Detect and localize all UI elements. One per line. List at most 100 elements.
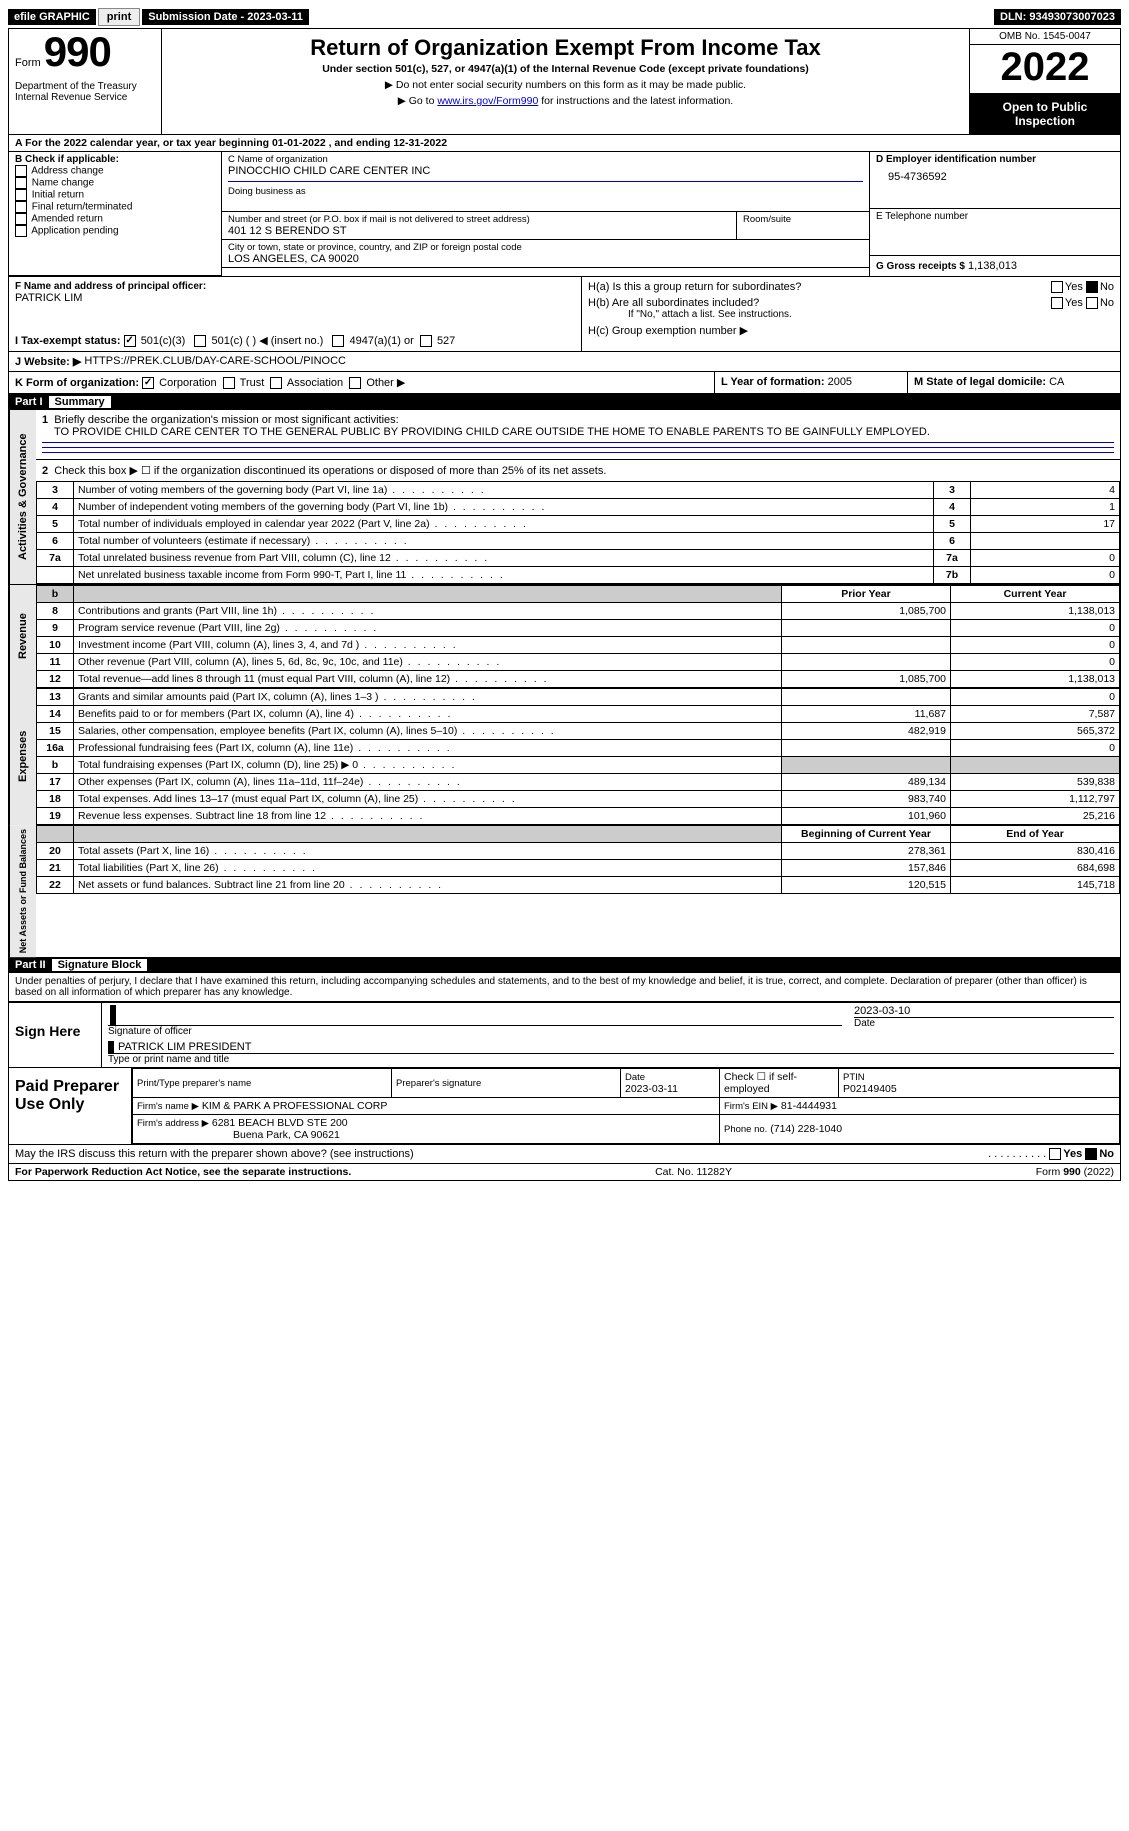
lineno: 15: [37, 723, 74, 740]
line-desc: Number of voting members of the governin…: [74, 482, 934, 499]
line-box: 6: [934, 533, 971, 550]
lineno: 7a: [37, 550, 74, 567]
q1-label: Briefly describe the organization's miss…: [54, 414, 398, 426]
dept-irs: Internal Revenue Service: [15, 92, 155, 103]
curr-val: 0: [951, 620, 1120, 637]
pp-name-label: Print/Type preparer's name: [137, 1078, 387, 1089]
officer-label: F Name and address of principal officer:: [15, 281, 575, 292]
ha-no[interactable]: [1086, 281, 1098, 293]
irs-link[interactable]: www.irs.gov/Form990: [437, 95, 538, 107]
prior-val: 482,919: [782, 723, 951, 740]
hb-yes[interactable]: [1051, 297, 1063, 309]
note-goto-post: for instructions and the latest informat…: [538, 95, 733, 107]
ein-label: D Employer identification number: [876, 154, 1114, 165]
hc-label: H(c) Group exemption number ▶: [588, 324, 1114, 337]
block-c: C Name of organization PINOCCHIO CHILD C…: [222, 152, 869, 276]
vtab-activities: Activities & Governance: [9, 410, 36, 584]
declaration: Under penalties of perjury, I declare th…: [9, 973, 1120, 1001]
col-current: End of Year: [951, 826, 1120, 843]
top-bar: efile GRAPHIC print Submission Date - 20…: [8, 8, 1121, 26]
chk-amended[interactable]: Amended return: [15, 213, 215, 225]
lineno: 11: [37, 654, 74, 671]
line-desc: Grants and similar amounts paid (Part IX…: [74, 689, 782, 706]
print-button[interactable]: print: [98, 8, 140, 26]
part2-header: Part II Signature Block: [9, 957, 1120, 973]
chk-501c[interactable]: [194, 335, 206, 347]
lineno: 6: [37, 533, 74, 550]
rev-table: b Prior Year Current Year8 Contributions…: [36, 585, 1120, 688]
chk-initial[interactable]: Initial return: [15, 189, 215, 201]
form-title: Return of Organization Exempt From Incom…: [172, 35, 959, 61]
may-irs-row: May the IRS discuss this return with the…: [9, 1144, 1120, 1163]
open-inspection: Open to Public Inspection: [970, 94, 1120, 134]
paid-preparer-section: Paid Preparer Use Only Print/Type prepar…: [9, 1067, 1120, 1144]
chk-trust[interactable]: [223, 377, 235, 389]
dba-label: Doing business as: [228, 186, 863, 197]
q1-num: 1: [42, 414, 48, 426]
chk-name[interactable]: Name change: [15, 177, 215, 189]
chk-527[interactable]: [420, 335, 432, 347]
hb-label: H(b) Are all subordinates included?: [588, 297, 759, 309]
hb-note: If "No," attach a list. See instructions…: [588, 309, 1114, 320]
col-prior: Prior Year: [782, 586, 951, 603]
mayirs-no[interactable]: [1085, 1148, 1097, 1160]
lineno: 14: [37, 706, 74, 723]
curr-val: 565,372: [951, 723, 1120, 740]
state-domicile: CA: [1049, 376, 1064, 388]
section-netassets: Net Assets or Fund Balances Beginning of…: [9, 825, 1120, 957]
chk-4947[interactable]: [332, 335, 344, 347]
section-revenue: Revenue b Prior Year Current Year8 Contr…: [9, 584, 1120, 688]
hb-no[interactable]: [1086, 297, 1098, 309]
block-i: I Tax-exempt status: 501(c)(3) 501(c) ( …: [15, 334, 575, 347]
mayirs-yes[interactable]: [1049, 1148, 1061, 1160]
chk-other[interactable]: [349, 377, 361, 389]
line-desc: Revenue less expenses. Subtract line 18 …: [74, 808, 782, 825]
col-current: Current Year: [951, 586, 1120, 603]
room-label: Room/suite: [743, 214, 863, 225]
ein-value: 95-4736592: [876, 165, 1114, 183]
section-expenses: Expenses 13 Grants and similar amounts p…: [9, 688, 1120, 825]
prior-val: [782, 740, 951, 757]
lineno: 21: [37, 860, 74, 877]
ha-yes[interactable]: [1051, 281, 1063, 293]
website-value: HTTPS://PREK.CLUB/DAY-CARE-SCHOOL/PINOCC: [84, 355, 346, 368]
chk-address[interactable]: Address change: [15, 165, 215, 177]
block-j: J Website: ▶ HTTPS://PREK.CLUB/DAY-CARE-…: [9, 352, 1120, 372]
chk-501c3[interactable]: [124, 335, 136, 347]
q2-text: Check this box ▶ ☐ if the organization d…: [54, 465, 606, 477]
lineno: 22: [37, 877, 74, 894]
block-h: H(a) Is this a group return for subordin…: [582, 277, 1120, 352]
curr-val: 539,838: [951, 774, 1120, 791]
prior-val: 983,740: [782, 791, 951, 808]
tax-exempt-label: I Tax-exempt status:: [15, 335, 121, 347]
line-box: 7b: [934, 567, 971, 584]
prior-val: 1,085,700: [782, 603, 951, 620]
lineno: 4: [37, 499, 74, 516]
pp-ptin-label: PTIN: [843, 1072, 865, 1083]
line-desc: Contributions and grants (Part VIII, lin…: [74, 603, 782, 620]
chk-final[interactable]: Final return/terminated: [15, 201, 215, 213]
lineno: 20: [37, 843, 74, 860]
prior-val: [782, 637, 951, 654]
pp-check-label: Check ☐ if self-employed: [720, 1069, 839, 1098]
firm-addr2: Buena Park, CA 90621: [137, 1129, 340, 1141]
firm-phone: (714) 228-1040: [770, 1123, 842, 1135]
line-desc: Other revenue (Part VIII, column (A), li…: [74, 654, 782, 671]
line-desc: Total number of individuals employed in …: [74, 516, 934, 533]
chk-pending[interactable]: Application pending: [15, 225, 215, 237]
curr-val: 0: [951, 654, 1120, 671]
col-prior: Beginning of Current Year: [782, 826, 951, 843]
period-row: A For the 2022 calendar year, or tax yea…: [9, 135, 1120, 152]
q2-num: 2: [42, 465, 48, 477]
line-desc: Total fundraising expenses (Part IX, col…: [74, 757, 782, 774]
line-box: 4: [934, 499, 971, 516]
prior-val: 101,960: [782, 808, 951, 825]
part1-header: Part I Summary: [9, 394, 1120, 410]
ha-label: H(a) Is this a group return for subordin…: [588, 281, 801, 293]
line-desc: Net unrelated business taxable income fr…: [74, 567, 934, 584]
chk-assoc[interactable]: [270, 377, 282, 389]
lineno: 3: [37, 482, 74, 499]
cat-no: Cat. No. 11282Y: [655, 1166, 732, 1178]
dept-treasury: Department of the Treasury: [15, 81, 155, 92]
chk-corp[interactable]: [142, 377, 154, 389]
